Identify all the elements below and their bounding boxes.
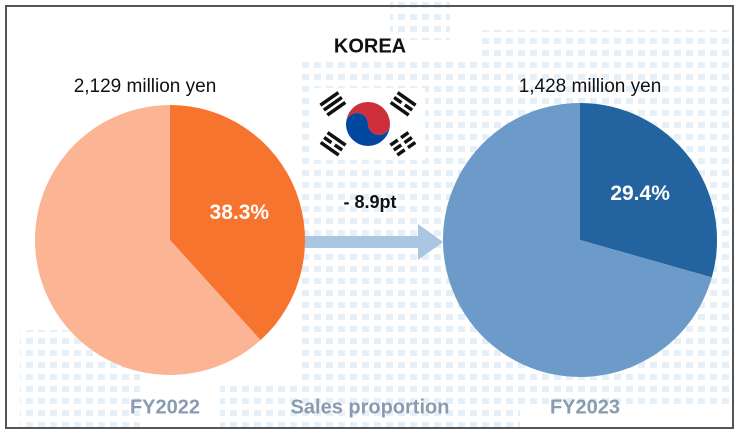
value-label: 29.4% (610, 182, 670, 205)
flag (312, 88, 425, 160)
pie-title: FY2022 (130, 396, 200, 418)
arrow (305, 224, 443, 260)
pie-slice (580, 103, 717, 278)
title: KOREA (334, 35, 406, 57)
pie-slice (34, 105, 261, 376)
pie-slice (170, 105, 305, 341)
value-label: 38.3% (210, 201, 270, 224)
pie-subtitle: 2,129 million yen (74, 76, 217, 97)
pie-slice (443, 103, 712, 377)
pie-title: FY2023 (550, 396, 620, 418)
change-label: - 8.9pt (343, 192, 396, 212)
frame (5, 5, 734, 429)
pie-subtitle: 1,428 million yen (519, 76, 662, 97)
caption: Sales proportion (291, 396, 450, 418)
